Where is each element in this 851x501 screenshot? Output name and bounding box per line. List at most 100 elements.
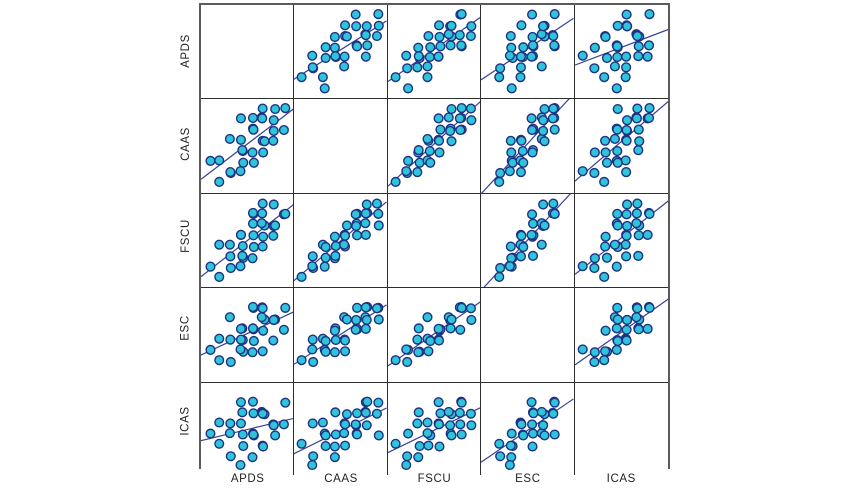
scatter-point (390, 72, 401, 83)
scatter-point (235, 113, 246, 124)
scatter-point (456, 429, 467, 440)
scatter-plot-area (481, 99, 570, 193)
scatter-point (549, 9, 560, 20)
scatter-point (361, 407, 372, 418)
scatter-point (360, 217, 371, 229)
scatter-point (599, 136, 610, 147)
scatter-point (247, 323, 259, 334)
scatter-point (330, 441, 341, 452)
scatter-point (258, 231, 269, 242)
scatter-point (214, 438, 225, 449)
scatter-point (412, 418, 423, 429)
scatter-point (433, 136, 444, 147)
scatter-point (495, 168, 506, 179)
scatter-point (631, 198, 643, 209)
scatter-point (536, 406, 547, 417)
scatter-point (588, 168, 600, 179)
scatter-point (351, 220, 362, 231)
scatter-point (547, 113, 559, 124)
scatter-point (280, 302, 291, 314)
scatter-point (435, 407, 446, 418)
scatter-point (235, 260, 246, 272)
scatter-plot-area (294, 302, 387, 368)
scatter-point (549, 397, 560, 408)
scatter-point (518, 241, 529, 252)
scatter-point (296, 72, 308, 83)
scatter-point (362, 21, 373, 32)
scatter-point (225, 357, 236, 368)
scatter-point (247, 347, 258, 358)
col-label-ESC: ESC (515, 473, 541, 485)
scatter-point (248, 429, 259, 440)
scatter-point (548, 103, 559, 115)
scatter-point (589, 147, 600, 158)
scatter-point (454, 30, 465, 41)
scatter-point (278, 418, 289, 430)
scatter-point (609, 239, 620, 250)
scatter-point (506, 428, 517, 439)
scatter-point (611, 261, 622, 272)
scatter-point (235, 334, 246, 345)
scatter-point (225, 450, 236, 461)
scatter-point (536, 239, 547, 250)
cell-ESC-vs-FSCU (387, 288, 482, 383)
scatter-point (528, 218, 539, 229)
scatter-point (413, 347, 424, 358)
scatter-point (505, 166, 516, 177)
scatter-point (331, 240, 342, 251)
scatter-point (422, 61, 433, 72)
scatter-point (413, 42, 424, 53)
scatter-point (577, 166, 588, 177)
scatter-point (612, 20, 623, 31)
scatter-plot-area (574, 101, 668, 188)
scatter-point (611, 51, 622, 63)
scatter-point (214, 333, 225, 344)
row-label-text: FSCU (180, 219, 192, 253)
scatter-point (433, 335, 444, 346)
scatter-point (611, 302, 622, 314)
fit-line (481, 99, 570, 193)
scatter-point (235, 166, 246, 177)
scatter-point (633, 41, 644, 52)
scatter-point (631, 30, 643, 42)
scatter-point (589, 252, 600, 264)
scatter-point (374, 220, 385, 231)
scatter-point (466, 315, 477, 326)
scatter-point (601, 52, 612, 64)
matrix-grid (199, 3, 670, 476)
scatter-point (598, 177, 609, 188)
scatter-point (307, 459, 318, 470)
cell-diagonal-APDS (201, 5, 295, 100)
scatter-point (361, 30, 372, 41)
scatter-point (247, 451, 258, 462)
scatter-point (577, 260, 588, 272)
scatter-point (214, 271, 225, 282)
scatter-point (528, 40, 539, 51)
cell-diagonal-ESC (481, 288, 575, 383)
scatter-point (413, 145, 424, 156)
scatter-point (247, 218, 259, 229)
fit-line (483, 193, 572, 288)
scatter-point (268, 115, 279, 126)
scatter-point (422, 417, 433, 428)
scatter-plot-area (201, 302, 294, 368)
scatter-point (372, 408, 383, 419)
scatter-point (280, 397, 291, 408)
scatter-point (351, 21, 362, 32)
scatter-point (268, 136, 279, 147)
scatter-point (247, 396, 259, 407)
scatter-point (527, 441, 538, 452)
scatter-point (342, 220, 353, 231)
scatter-point (351, 324, 362, 336)
scatter-point (506, 83, 517, 94)
scatter-point (621, 9, 632, 20)
scatter-point (433, 113, 444, 124)
scatter-point (308, 62, 319, 73)
scatter-plot-area (201, 103, 294, 188)
scatter-point (307, 50, 318, 61)
scatter-point (362, 40, 373, 51)
scatter-point (505, 136, 517, 147)
scatter-point (248, 124, 259, 136)
scatter-point (268, 419, 279, 430)
cell-APDS-vs-FSCU (387, 5, 482, 100)
